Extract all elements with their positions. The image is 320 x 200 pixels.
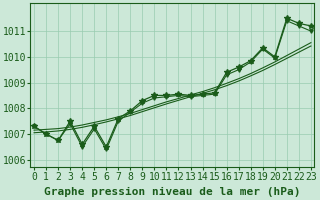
X-axis label: Graphe pression niveau de la mer (hPa): Graphe pression niveau de la mer (hPa) xyxy=(44,187,301,197)
